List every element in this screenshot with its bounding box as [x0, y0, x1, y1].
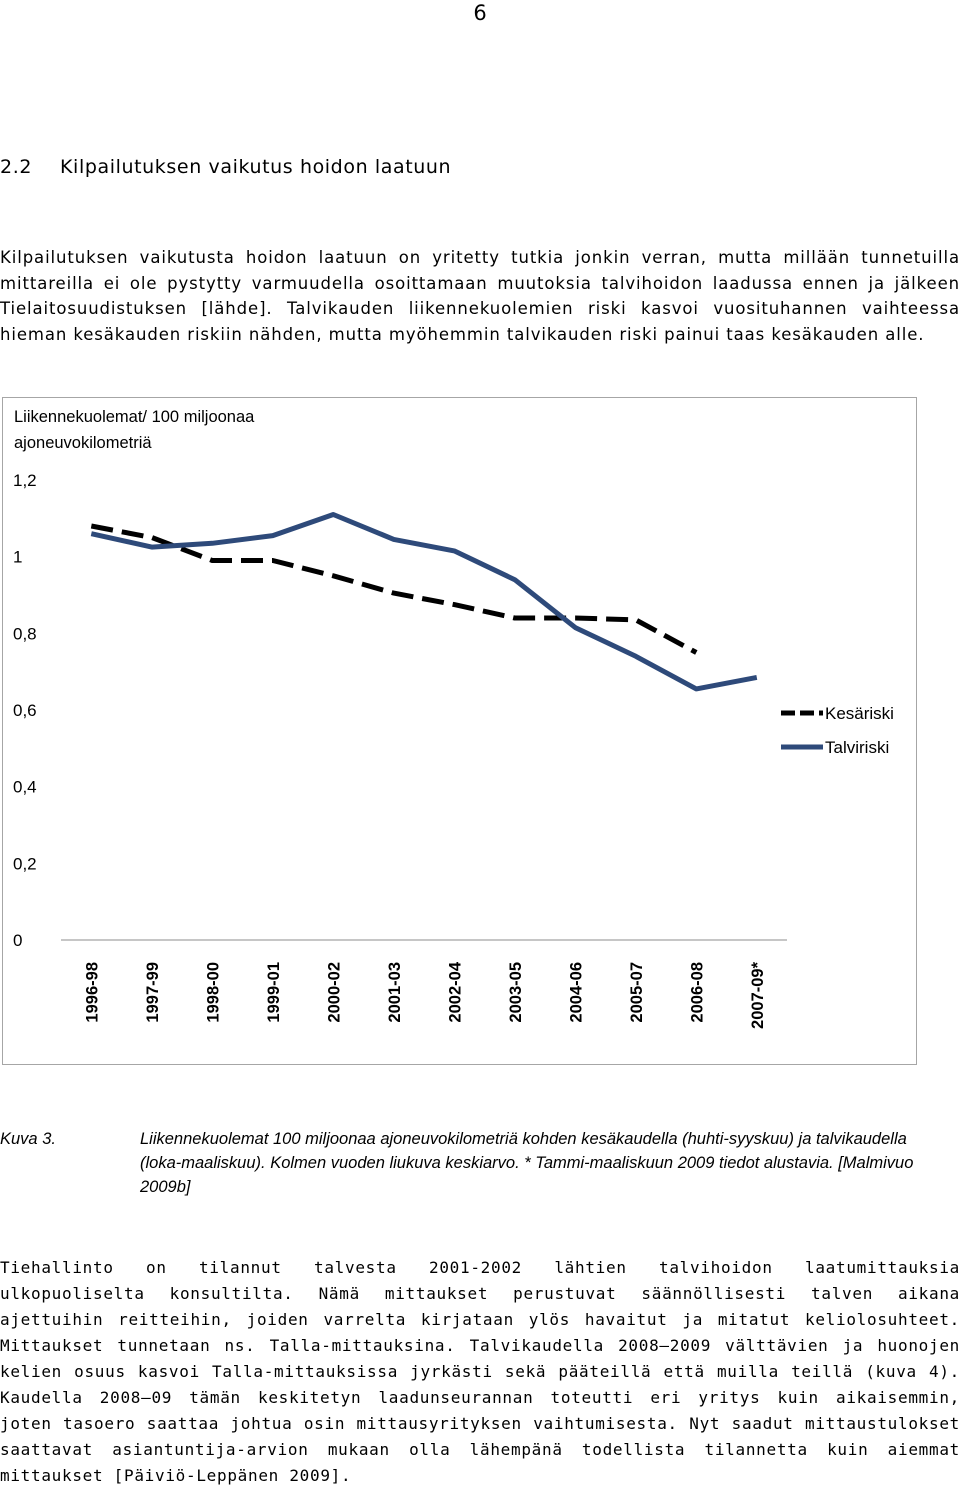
x-tick-label: 2007-09*	[749, 961, 767, 1029]
x-tick-label: 2005-07	[628, 962, 646, 1023]
x-tick-label: 2006-08	[688, 962, 706, 1023]
x-tick-label: 1998-00	[204, 962, 222, 1023]
intro-paragraph: Kilpailutuksen vaikutusta hoidon laatuun…	[0, 248, 960, 344]
y-tick-label: 0,4	[13, 778, 37, 797]
x-tick-label: 2002-04	[446, 961, 464, 1022]
line-chart: Liikennekuolemat/ 100 miljoonaa ajoneuvo…	[13, 408, 894, 1029]
x-tick-label: 2000-02	[325, 962, 343, 1023]
y-tick-label: 0,2	[13, 854, 37, 873]
x-tick-label: 2003-05	[507, 962, 525, 1023]
y-axis-label-line2: ajoneuvokilometriä	[14, 434, 152, 452]
caption-text: Liikennekuolemat 100 miljoonaa ajoneuvok…	[140, 1130, 914, 1196]
chart-frame: Liikennekuolemat/ 100 miljoonaa ajoneuvo…	[2, 397, 917, 1065]
section-number: 2.2	[0, 156, 33, 178]
y-tick-label: 0,6	[13, 701, 37, 720]
caption-label: Kuva 3.	[0, 1130, 56, 1148]
y-axis-label-line1: Liikennekuolemat/ 100 miljoonaa	[14, 408, 255, 426]
section-heading: 2.2 Kilpailutuksen vaikutus hoidon laatuu…	[0, 156, 451, 178]
series-line-1	[90, 512, 758, 692]
x-tick-label: 1997-99	[144, 962, 162, 1023]
x-tick-label: 1996-98	[83, 962, 101, 1023]
legend-label: Talviriski	[825, 738, 889, 757]
x-tick-label: 2001-03	[386, 962, 404, 1023]
x-tick-label: 2004-06	[567, 962, 585, 1023]
y-tick-label: 0	[13, 931, 22, 950]
section-title: Kilpailutuksen vaikutus hoidon laatuun	[60, 156, 452, 178]
page-number: 6	[473, 1, 487, 25]
x-tick-label: 1999-01	[265, 962, 283, 1023]
y-tick-label: 1,2	[13, 471, 37, 490]
series-line-0	[90, 523, 698, 655]
y-tick-label: 0,8	[13, 624, 37, 643]
body-paragraph: Tiehallinto on tilannut talvesta 2001-20…	[0, 1258, 960, 1485]
y-tick-label: 1	[13, 548, 22, 567]
legend-label: Kesäriski	[825, 704, 894, 723]
